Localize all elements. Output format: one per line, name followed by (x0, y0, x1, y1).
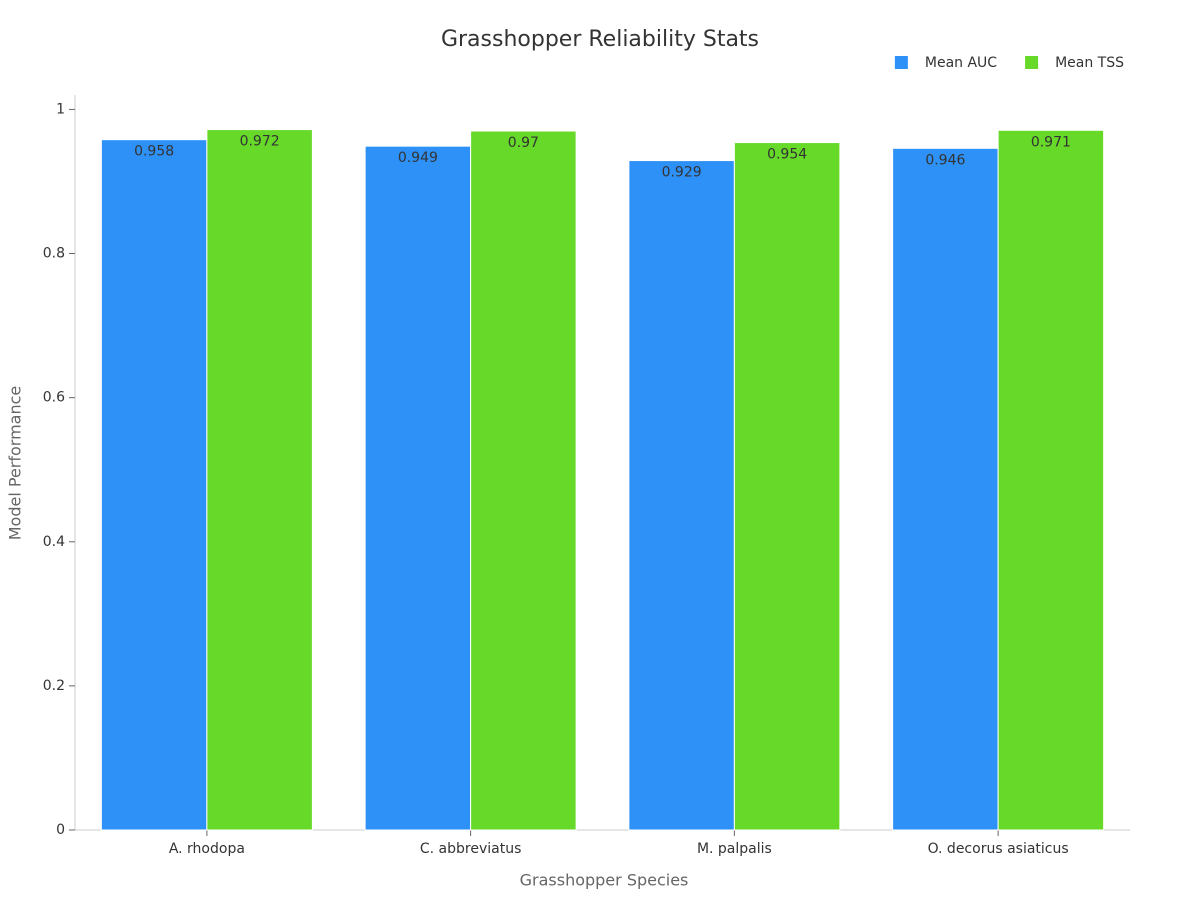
legend-label: Mean AUC (925, 55, 997, 71)
y-tick-label: 0 (56, 822, 65, 838)
x-axis-label: Grasshopper Species (520, 871, 689, 890)
y-tick-label: 0.8 (43, 246, 65, 262)
x-tick-label: A. rhodopa (169, 841, 245, 857)
y-axis-label: Model Performance (6, 386, 25, 541)
data-label: 0.958 (134, 144, 174, 160)
bar (100, 139, 208, 831)
y-tick-label: 1 (56, 101, 65, 117)
bar (892, 147, 999, 831)
data-label: 0.949 (398, 150, 438, 166)
x-tick-label: M. palpalis (697, 841, 772, 857)
data-label: 0.97 (508, 135, 539, 151)
legend-swatch (1025, 56, 1039, 69)
legend-label: Mean TSS (1055, 55, 1124, 71)
bar (733, 142, 841, 831)
y-tick-label: 0.4 (43, 534, 65, 550)
chart-title: Grasshopper Reliability Stats (441, 27, 759, 52)
y-tick-label: 0.6 (43, 390, 65, 406)
legend-swatch (894, 56, 908, 69)
y-tick-label: 0.2 (43, 678, 65, 694)
data-label: 0.929 (662, 165, 702, 181)
data-label: 0.954 (767, 147, 807, 163)
bar (206, 129, 313, 831)
bar (997, 129, 1105, 831)
bar (364, 145, 472, 831)
data-label: 0.946 (925, 152, 965, 168)
bar (470, 130, 577, 831)
x-tick-label: O. decorus asiaticus (928, 841, 1069, 857)
bar (628, 160, 735, 831)
data-label: 0.971 (1031, 134, 1071, 150)
x-tick-label: C. abbreviatus (420, 841, 522, 857)
data-label: 0.972 (240, 134, 280, 150)
